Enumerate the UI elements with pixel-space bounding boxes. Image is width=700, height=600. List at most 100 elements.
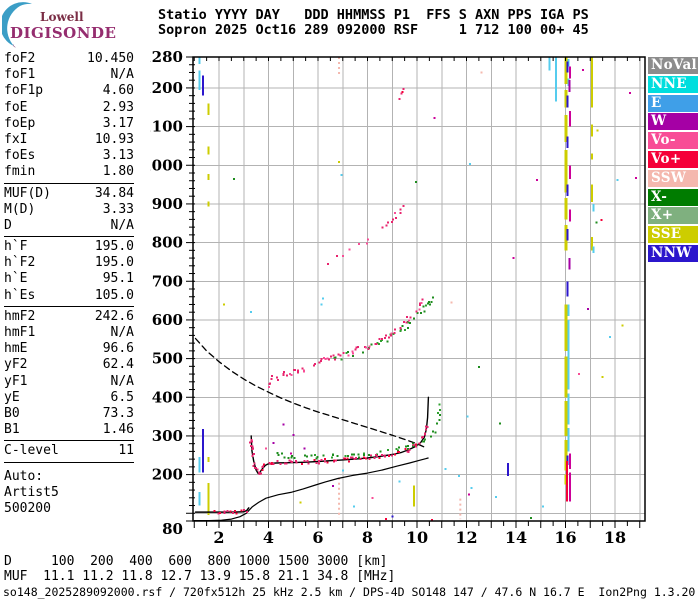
param-label: hmE — [4, 341, 28, 357]
param-row-ye: yE 6.5 — [4, 390, 134, 406]
noise-dot — [321, 297, 324, 300]
legend-item-nne: NNE — [648, 75, 698, 93]
noise-dot — [512, 257, 515, 260]
x-tick-label: 6 — [312, 528, 323, 547]
noise-dot — [402, 88, 405, 91]
param-value: 95.1 — [102, 271, 134, 287]
noise-dot — [444, 467, 447, 470]
param-row-hf: h`F 195.0 — [4, 239, 134, 255]
noise-dot — [529, 516, 532, 519]
param-label: h`F2 — [4, 255, 36, 271]
rfi-line — [198, 491, 201, 506]
direction-color-legend: NoVal NNE E W Vo- Vo+ SSW X- X+ SSE NNW — [648, 57, 698, 264]
param-value: 195.0 — [94, 239, 134, 255]
legend-item-ssw: SSW — [648, 169, 698, 187]
rfi-line — [198, 457, 201, 473]
legend-item-vo: Vo+ — [648, 150, 698, 168]
param-row-he: h`E 95.1 — [4, 271, 134, 287]
rfi-line — [566, 136, 569, 148]
param-value: 96.6 — [102, 341, 134, 357]
param-value: 73.3 — [102, 405, 134, 421]
parameter-group: hmF2 242.6 hmF1 N/A hmE 96.6 yF2 62.4 yF1 N/A yE 6.… — [4, 309, 134, 442]
noise-dot — [250, 311, 253, 314]
rfi-line — [207, 201, 210, 207]
rfi-line — [569, 453, 572, 469]
param-label: foEs — [4, 148, 36, 164]
rfi-line — [555, 57, 558, 102]
rfi-line — [591, 184, 594, 202]
noise-dot — [595, 221, 598, 224]
trace-f2-echo-2hop-o — [267, 298, 424, 388]
param-label: foF1 — [4, 67, 36, 83]
header-values-line: Sopron 2025 Oct16 289 092000 RSF 1 712 1… — [158, 22, 589, 38]
y-tick-label: 500 — [152, 350, 183, 368]
rfi-line — [564, 89, 568, 108]
rfi-line — [198, 57, 201, 64]
noise-dot — [292, 434, 295, 437]
rfi-line — [201, 428, 204, 473]
rfi-line — [564, 356, 568, 398]
noise-dot — [398, 480, 401, 483]
param-label: yF1 — [4, 373, 28, 389]
y-tick-label: 900 — [152, 195, 183, 213]
param-value: 3.33 — [102, 201, 134, 217]
noise-dot — [458, 475, 461, 478]
noise-dot — [352, 505, 355, 508]
param-value: 2.93 — [102, 99, 134, 115]
legend-item-nnw: NNW — [648, 244, 698, 262]
param-value: N/A — [110, 67, 134, 83]
muf-table-distance-row: D 100 200 400 600 800 1000 1500 3000 [km… — [4, 554, 388, 569]
measurement-header: Statio YYYY DAY DDD HHMMSS P1 FFS S AXN … — [158, 8, 589, 38]
rfi-line — [569, 209, 572, 222]
param-row-fof1: foF1 N/A — [4, 67, 134, 83]
file-info-line: so148_2025289092000.rsf / 720fx512h 25 k… — [3, 585, 696, 599]
autoscaling-line: Auto: — [4, 468, 44, 484]
param-label: M(D) — [4, 201, 36, 217]
legend-item-w: W — [648, 113, 698, 131]
y-tick-label: 1100 — [150, 118, 183, 136]
param-row-hme: hmE 96.6 — [4, 341, 134, 357]
rfi-line — [592, 203, 595, 212]
param-label: foEp — [4, 115, 36, 131]
rfi-line — [566, 281, 569, 297]
noise-dot — [232, 177, 235, 180]
rfi-line — [507, 462, 510, 477]
noise-dot — [272, 441, 275, 444]
param-label: yF2 — [4, 357, 28, 373]
rfi-line — [564, 57, 568, 85]
param-row-hmf1: hmF1 N/A — [4, 325, 134, 341]
x-tick-label: 4 — [263, 528, 274, 547]
rfi-line — [207, 483, 210, 516]
digisonde-logo: Lowell DIGISONDE — [0, 2, 152, 52]
param-value: 3.13 — [102, 148, 134, 164]
param-row-clevel: C-level 11 — [4, 443, 134, 459]
y-tick-label: 700 — [152, 272, 183, 290]
param-row-hmf2: hmF2 242.6 — [4, 309, 134, 325]
rfi-line — [567, 428, 570, 452]
autoscaling-line: 500200 — [4, 500, 51, 516]
noise-dot — [430, 518, 433, 521]
rfi-line — [566, 229, 569, 241]
param-label: MUF(D) — [4, 185, 51, 201]
noise-dot — [450, 301, 453, 304]
rfi-line — [591, 124, 594, 137]
noise-dot — [340, 173, 343, 176]
rfi-line — [591, 153, 594, 160]
rfi-line — [548, 57, 551, 71]
autoscaling-info: Auto: Artist5 500200 — [4, 469, 134, 518]
noise-dot — [282, 423, 285, 426]
param-label: B1 — [4, 422, 20, 438]
legend-item-noval: NoVal — [648, 57, 698, 74]
autoscaling-line: Artist5 — [4, 484, 59, 500]
x-tick-label: 16 — [554, 528, 576, 547]
logo-text-lowell: Lowell — [40, 10, 84, 24]
x-tick-label: 12 — [455, 528, 477, 547]
rfi-line — [566, 184, 569, 197]
param-label: h`E — [4, 271, 28, 287]
trace-muf3000-transmission-curve — [194, 337, 426, 448]
trace-es-trace-o — [213, 509, 248, 515]
noise-dot — [536, 178, 539, 181]
rfi-line — [568, 80, 571, 92]
noise-dot — [303, 447, 306, 450]
rfi-line — [207, 173, 210, 180]
